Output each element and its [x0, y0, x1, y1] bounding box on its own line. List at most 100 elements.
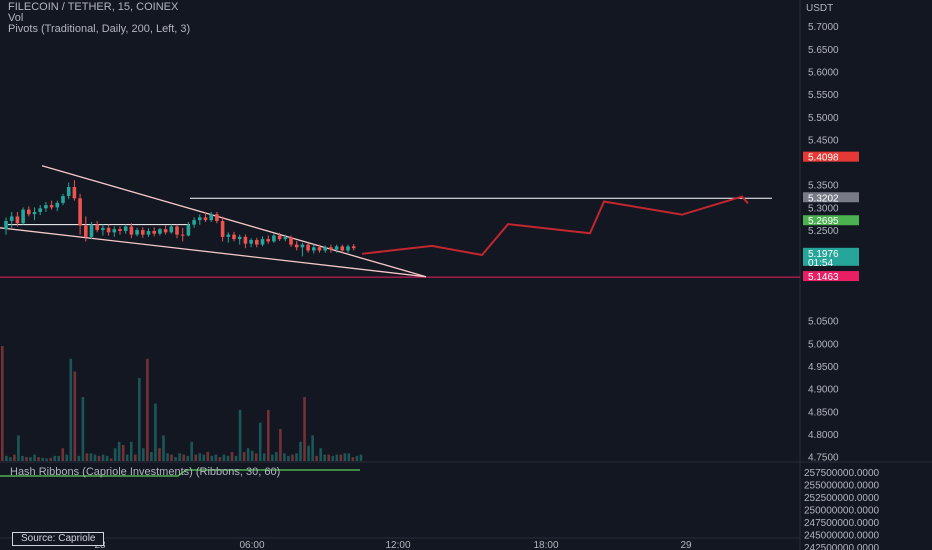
- candle-body: [260, 239, 265, 245]
- volume-bar: [53, 455, 56, 461]
- volume-bar: [178, 453, 181, 461]
- vol-label: Vol: [8, 12, 24, 24]
- volume-bar: [81, 397, 85, 461]
- volume-bar: [214, 454, 218, 461]
- candle-body: [141, 230, 145, 235]
- volume-bar: [266, 409, 270, 461]
- volume-bar: [230, 452, 234, 461]
- volume-bar: [311, 435, 314, 461]
- candle-body: [152, 230, 156, 234]
- volume-bar: [246, 448, 250, 461]
- candle-body: [15, 216, 20, 224]
- volume-bar: [13, 454, 16, 461]
- candle-body: [209, 214, 213, 221]
- volume-bar: [49, 457, 52, 461]
- volume-bar: [258, 422, 262, 461]
- volume-bar: [206, 452, 210, 461]
- volume-bar: [129, 441, 133, 461]
- volume-bar: [194, 454, 198, 461]
- volume-bar: [335, 454, 339, 461]
- x-tick-label: 06:00: [239, 540, 264, 550]
- volume-bar: [291, 454, 294, 461]
- candle-body: [323, 247, 327, 251]
- price-label-text: 5.4098: [808, 153, 839, 164]
- volume-bar: [186, 455, 189, 461]
- wedge-upper-line: [41, 165, 427, 278]
- volume-bar: [37, 457, 40, 461]
- price-label-text: 5.1463: [808, 272, 839, 283]
- source-label: Source: Capriole: [12, 532, 105, 546]
- price-label-countdown: 01:54: [808, 258, 833, 269]
- volume-bar: [154, 403, 157, 461]
- volume-bar: [222, 454, 226, 461]
- volume-bar: [210, 455, 214, 461]
- price-label-text: 5.2695: [808, 216, 839, 227]
- candle-body: [266, 239, 270, 242]
- candle-body: [255, 240, 259, 245]
- candle-body: [306, 244, 310, 251]
- volume-bar: [343, 453, 347, 461]
- candle-body: [78, 198, 82, 226]
- volume-bar: [218, 457, 222, 461]
- price-label-box: [803, 151, 859, 162]
- candle-body: [163, 229, 168, 233]
- candle-body: [66, 187, 71, 197]
- candle-body: [294, 244, 299, 248]
- volume-bar: [295, 453, 298, 461]
- volume-bar: [5, 455, 8, 461]
- price-label-text: 5.1976: [808, 249, 839, 260]
- hash-ribbon-line: [0, 469, 360, 477]
- volume-bar: [162, 435, 165, 461]
- volume-bar: [41, 457, 44, 461]
- hash-ribbons-label: Hash Ribbons (Capriole Investments) (Rib…: [10, 466, 281, 478]
- x-tick-label: 18:00: [533, 540, 558, 550]
- candle-body: [72, 187, 77, 199]
- volume-bar: [166, 453, 169, 461]
- volume-bar: [262, 453, 266, 461]
- volume-bar: [307, 445, 310, 461]
- y-tick-label: 4.9000: [808, 385, 839, 396]
- volume-bar: [133, 454, 137, 461]
- y-tick-label: 4.9500: [808, 362, 839, 373]
- candle-body: [220, 221, 225, 237]
- candle-body: [135, 230, 139, 235]
- volume-bar: [271, 454, 274, 461]
- price-label-box: [803, 215, 859, 226]
- volume-bar: [250, 450, 254, 461]
- candle-body: [215, 214, 219, 222]
- volume-bar: [73, 371, 77, 461]
- y-tick-label: 5.5500: [808, 90, 839, 101]
- volume-bar: [174, 457, 177, 461]
- y-tick-label: 5.4500: [808, 135, 839, 146]
- volume-bar: [77, 455, 81, 461]
- volume-bar: [287, 455, 290, 461]
- volume-bar: [355, 455, 359, 461]
- volume-bar: [202, 454, 206, 461]
- candle-body: [243, 236, 248, 244]
- y-tick-label: 5.6000: [808, 67, 839, 78]
- y-tick-label: 5.7000: [808, 22, 839, 33]
- volume-bar: [65, 454, 69, 461]
- volume-bar: [190, 441, 194, 461]
- candle-body: [340, 246, 345, 251]
- volume-bar: [89, 453, 93, 461]
- volume-bar: [283, 453, 286, 461]
- volume-bar: [17, 435, 20, 461]
- candle-body: [158, 229, 162, 234]
- volume-bar: [347, 453, 351, 461]
- candle-body: [346, 246, 350, 251]
- volume-bar: [146, 358, 149, 461]
- volume-bar: [61, 448, 65, 461]
- candle-body: [129, 226, 134, 235]
- y-tick-label: 4.8000: [808, 430, 839, 441]
- candle-body: [44, 205, 48, 209]
- volume-bar: [303, 397, 306, 461]
- candle-body: [277, 235, 282, 240]
- candle-body: [329, 247, 333, 250]
- volume-bar: [93, 454, 97, 461]
- volume-bar: [33, 454, 36, 461]
- candle-body: [317, 247, 322, 251]
- candle-body: [112, 229, 117, 233]
